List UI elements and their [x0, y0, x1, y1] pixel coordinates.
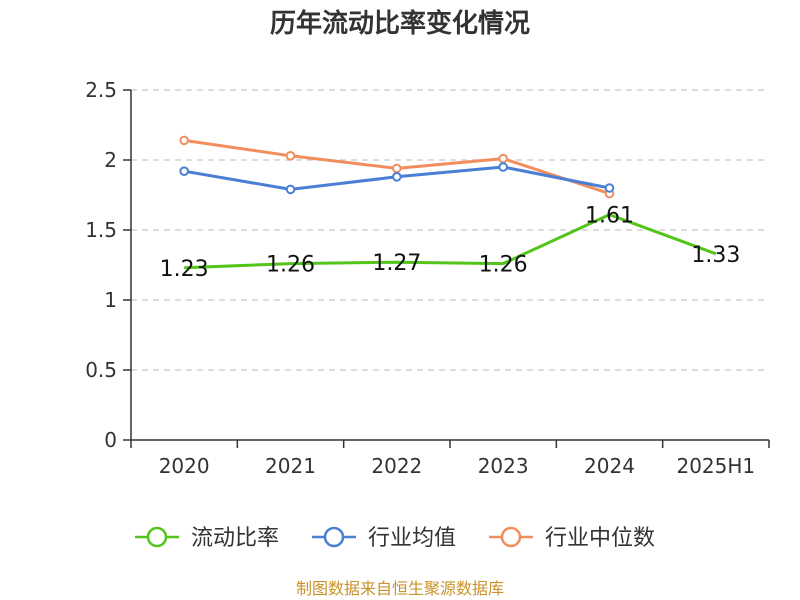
data-label: 1.26: [479, 253, 528, 278]
series-point: [604, 183, 615, 193]
x-tick-label: 2022: [371, 454, 422, 478]
series-point: [179, 166, 189, 176]
legend-label: 行业中位数: [545, 526, 655, 551]
series-point: [179, 135, 189, 146]
y-tick-label: 2: [104, 148, 117, 172]
y-tick-label: 2.5: [85, 78, 117, 102]
x-tick-label: 2021: [265, 454, 316, 478]
x-tick-label: 2023: [478, 454, 529, 478]
legend[interactable]: 流动比率 行业均值 行业中位数: [135, 526, 655, 551]
data-label: 1.27: [372, 251, 421, 276]
data-label: 1.33: [691, 243, 740, 268]
data-labels: 1.23 1.26 1.27 1.26 1.61 1.33: [160, 204, 741, 282]
x-tick-label: 2020: [159, 454, 210, 478]
legend-marker: [323, 526, 345, 548]
data-label: 1.26: [266, 253, 315, 278]
x-tick-label: 2025H1: [676, 454, 755, 478]
legend-item[interactable]: 行业均值: [312, 526, 456, 551]
y-tick-label: 1: [104, 288, 117, 312]
series-line: [184, 213, 717, 270]
source-note: 制图数据来自恒生聚源数据库: [296, 579, 504, 598]
series-point: [285, 184, 296, 195]
x-tick-label: 2024: [584, 454, 635, 478]
data-label: 1.23: [160, 257, 209, 282]
legend-marker: [146, 526, 168, 548]
data-label: 1.61: [585, 204, 634, 229]
y-tick-label: 0: [104, 428, 117, 452]
legend-marker: [500, 526, 522, 548]
chart-title: 历年流动比率变化情况: [270, 8, 530, 39]
legend-item[interactable]: 行业中位数: [489, 526, 655, 551]
legend-label: 行业均值: [368, 526, 456, 551]
y-tick-label: 1.5: [85, 218, 117, 242]
axes: 0 0.5 1 1.5 2 2.5 2020 2021 2022 2023 2024 2025H1: [85, 78, 770, 478]
gridlines: [131, 89, 769, 371]
legend-item[interactable]: 流动比率: [135, 526, 279, 551]
series-point: [285, 151, 296, 161]
series-point: [392, 163, 402, 174]
series-point: [498, 162, 508, 172]
series-layer: [179, 135, 717, 270]
y-tick-label: 0.5: [85, 358, 117, 382]
legend-label: 流动比率: [191, 526, 279, 551]
series-point: [392, 172, 402, 182]
series-point: [498, 153, 508, 164]
